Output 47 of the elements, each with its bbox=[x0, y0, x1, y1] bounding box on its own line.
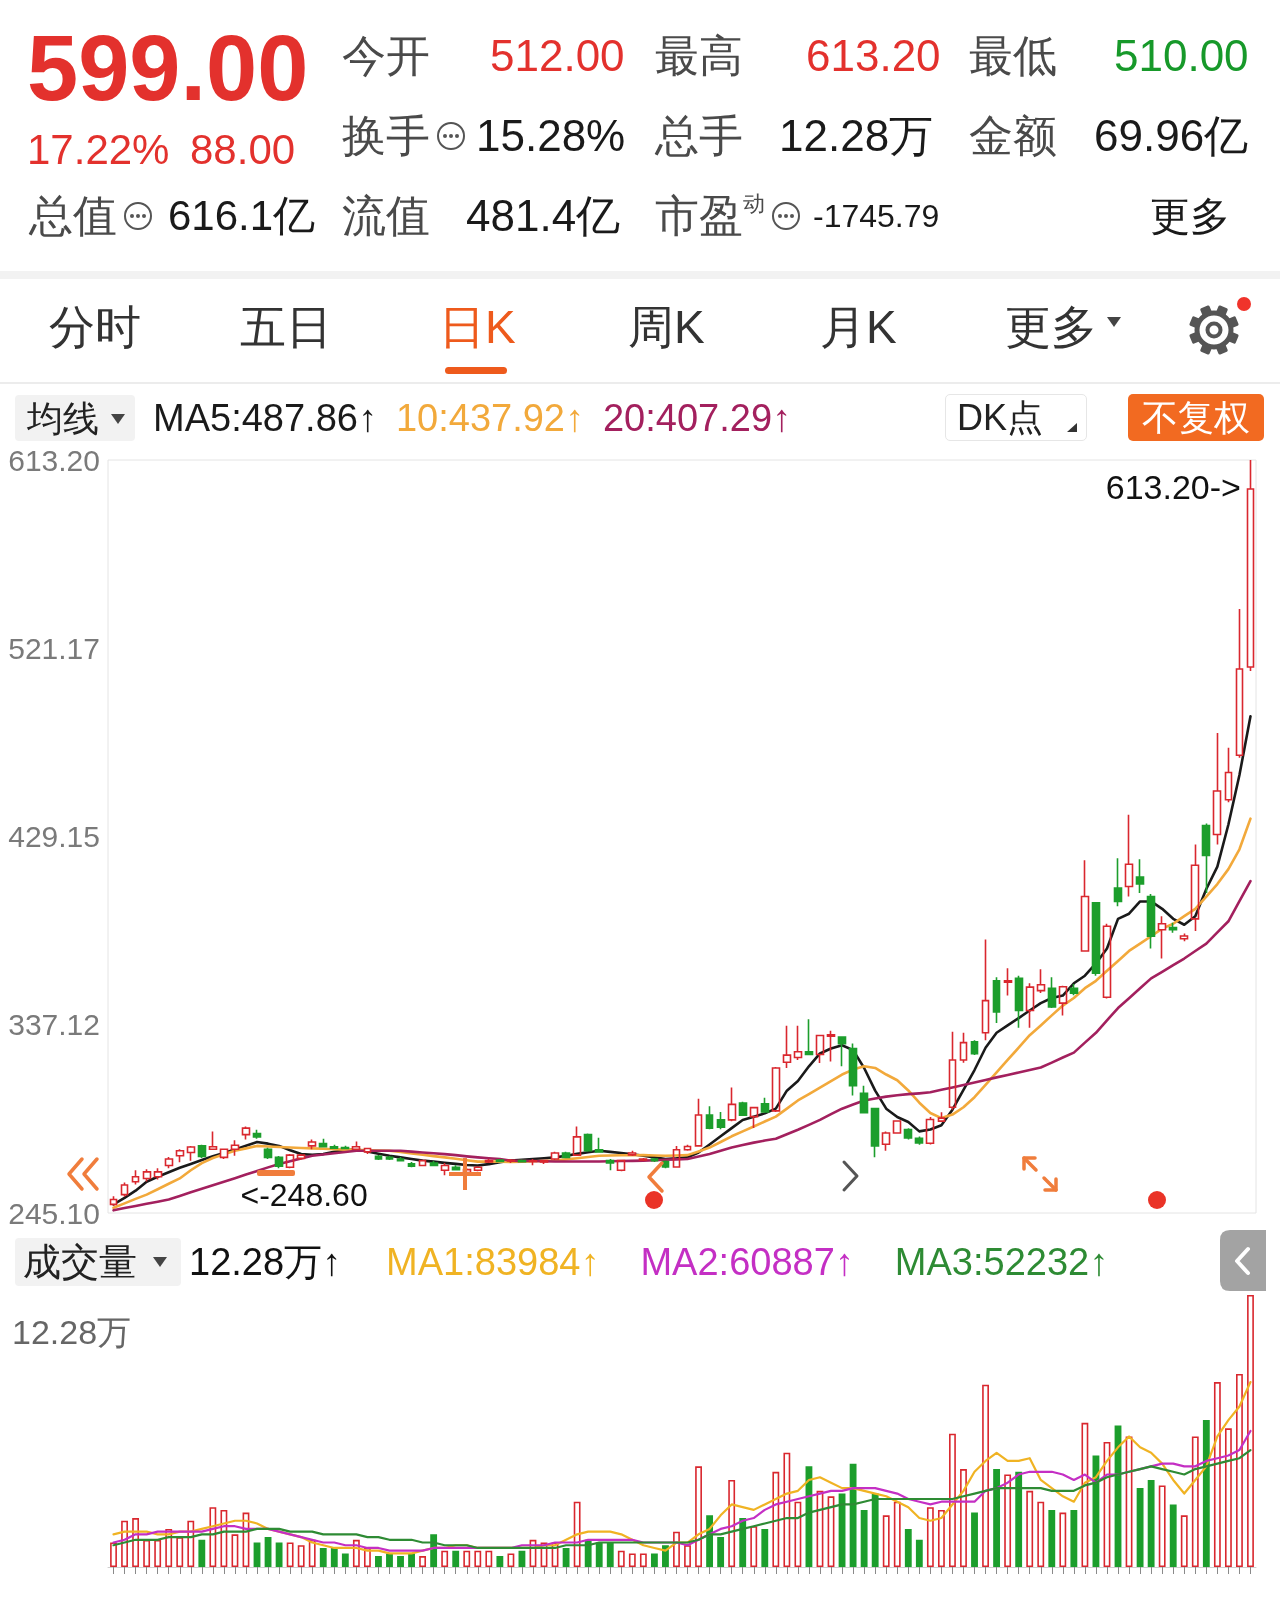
y-tick-label: 245.10 bbox=[8, 1196, 100, 1230]
text: -1745.79 bbox=[813, 198, 940, 234]
text: 更多 bbox=[1150, 194, 1230, 238]
text: 月K bbox=[820, 301, 897, 353]
text: 12.28万 bbox=[779, 111, 934, 160]
chart-title: 成交量 bbox=[23, 1241, 137, 1283]
chart-subtitle: 12.28万↑ bbox=[189, 1241, 342, 1283]
text: 88.00 bbox=[190, 126, 296, 173]
text: 分时 bbox=[49, 301, 141, 353]
y-tick-label: 521.17 bbox=[8, 631, 100, 665]
text: 69.96亿 bbox=[1094, 111, 1249, 160]
text: 市盈$^{动}$ bbox=[655, 191, 765, 240]
text: 599.00 bbox=[27, 17, 309, 119]
text: 周K bbox=[628, 301, 705, 353]
text: 换手 bbox=[342, 111, 430, 160]
text: 15.28% bbox=[476, 111, 626, 160]
text: 流值 bbox=[342, 191, 430, 240]
text: 481.4亿 bbox=[466, 191, 621, 240]
text: 五日 bbox=[240, 301, 332, 353]
text: 512.00 bbox=[490, 31, 625, 80]
text: MA3:52232↑ bbox=[894, 1241, 1109, 1283]
text: MA5:487.86↑ bbox=[153, 397, 377, 439]
annotation: 613.20-> bbox=[1105, 468, 1241, 506]
text: 613.20 bbox=[806, 31, 941, 80]
chart-title: 均线 bbox=[26, 397, 99, 439]
text: 20:407.29↑ bbox=[602, 397, 792, 439]
text: 日K bbox=[439, 301, 516, 353]
text: 616.1亿 bbox=[168, 192, 316, 239]
text: DK点 bbox=[957, 397, 1044, 438]
text: 不复权 bbox=[1142, 397, 1250, 438]
text: 510.00 bbox=[1114, 31, 1249, 80]
text: 总手 bbox=[655, 111, 743, 160]
text: MA2:60887↑ bbox=[640, 1241, 854, 1283]
text: 更多 bbox=[1005, 301, 1097, 353]
text: 17.22% bbox=[27, 126, 170, 173]
y-tick-label: 429.15 bbox=[8, 820, 100, 853]
y-tick-label: 337.12 bbox=[8, 1008, 100, 1042]
annotation: <-248.60 bbox=[240, 1177, 368, 1213]
text: 最高 bbox=[655, 31, 743, 80]
annotation: 12.28万 bbox=[12, 1313, 132, 1351]
text: 今开 bbox=[342, 31, 430, 80]
text: 金额 bbox=[969, 111, 1057, 160]
text: 最低 bbox=[969, 31, 1057, 80]
text: 总值 bbox=[29, 191, 117, 240]
text: MA1:83984↑ bbox=[386, 1241, 600, 1283]
y-tick-label: 613.20 bbox=[8, 443, 100, 477]
text: 10:437.92↑ bbox=[395, 397, 584, 439]
